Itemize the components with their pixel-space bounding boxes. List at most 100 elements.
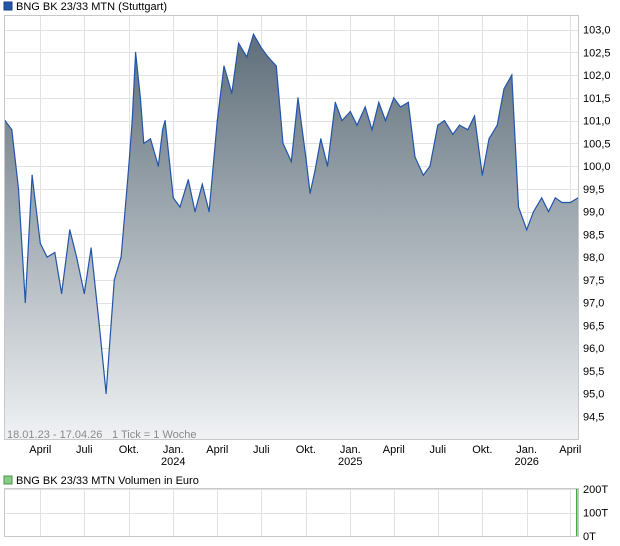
price-point bbox=[429, 165, 431, 167]
price-point bbox=[488, 138, 490, 140]
price-y-tick-label: 98,5 bbox=[583, 229, 604, 241]
price-x-tick-label: Jan. bbox=[516, 444, 537, 456]
price-x-tick-label: Juli bbox=[253, 444, 270, 456]
price-point bbox=[76, 256, 78, 258]
price-x-tick-label: Okt. bbox=[472, 444, 492, 456]
price-point bbox=[481, 174, 483, 176]
price-point bbox=[128, 165, 130, 167]
price-point bbox=[371, 129, 373, 131]
price-point bbox=[231, 92, 233, 94]
price-y-tick-label: 95,0 bbox=[583, 389, 604, 401]
price-point bbox=[437, 124, 439, 126]
price-y-tick-label: 100,5 bbox=[583, 138, 611, 150]
tick-info-label: 1 Tick = 1 Woche bbox=[112, 429, 196, 441]
price-point bbox=[252, 33, 255, 35]
price-point bbox=[326, 165, 329, 167]
price-point bbox=[157, 165, 159, 167]
price-x-tick-label: Juli bbox=[76, 444, 93, 456]
price-point bbox=[414, 156, 416, 158]
price-point bbox=[139, 97, 141, 99]
price-point bbox=[216, 120, 218, 122]
price-x-tick-year: 2024 bbox=[161, 456, 185, 468]
price-point bbox=[61, 292, 63, 295]
price-y-tick-label: 102,0 bbox=[583, 70, 611, 82]
price-point bbox=[120, 256, 122, 258]
price-y-tick-label: 100,0 bbox=[583, 161, 611, 173]
price-point bbox=[503, 88, 505, 90]
price-y-tick-label: 96,0 bbox=[583, 343, 604, 355]
price-x-tick-year: 2025 bbox=[338, 456, 362, 468]
price-point bbox=[149, 138, 152, 140]
price-point bbox=[162, 129, 164, 131]
price-point bbox=[201, 183, 203, 185]
price-point bbox=[458, 124, 461, 126]
period-label: 18.01.23 - 17.04.26 bbox=[7, 429, 102, 441]
price-x-tick-label: Jan. bbox=[163, 444, 184, 456]
volume-y-tick-label: 200T bbox=[583, 484, 608, 496]
price-legend-label: BNG BK 23/33 MTN (Stuttgart) bbox=[16, 1, 167, 13]
price-point bbox=[554, 197, 556, 199]
price-x-tick-label: Okt. bbox=[119, 444, 139, 456]
price-y-tick-label: 96,5 bbox=[583, 320, 604, 332]
price-point bbox=[113, 279, 115, 281]
price-y-tick-label: 97,5 bbox=[583, 275, 604, 287]
price-x-tick-label: Okt. bbox=[296, 444, 316, 456]
price-point bbox=[194, 211, 196, 213]
volume-legend-label: BNG BK 23/33 MTN Volumen in Euro bbox=[16, 475, 199, 487]
price-point bbox=[208, 211, 210, 213]
price-point bbox=[223, 65, 225, 67]
price-point bbox=[393, 97, 395, 99]
price-point bbox=[135, 51, 137, 54]
price-point bbox=[526, 229, 528, 231]
price-point bbox=[547, 211, 550, 213]
price-point bbox=[320, 138, 322, 140]
price-point bbox=[356, 124, 358, 126]
price-point bbox=[69, 229, 71, 231]
price-point bbox=[517, 206, 520, 208]
price-point bbox=[179, 206, 181, 208]
volume-chart: BNG BK 23/33 MTN Volumen in Euro 200T 100… bbox=[3, 475, 608, 543]
price-y-tick-label: 102,5 bbox=[583, 47, 611, 59]
price-y-tick-label: 99,5 bbox=[583, 184, 604, 196]
price-x-tick-label: April bbox=[383, 444, 405, 456]
price-point bbox=[407, 101, 409, 103]
volume-grid bbox=[5, 489, 578, 537]
price-point bbox=[305, 156, 307, 158]
price-point bbox=[297, 97, 299, 99]
price-point bbox=[467, 129, 469, 131]
price-y-tick-label: 98,0 bbox=[583, 252, 604, 264]
price-point bbox=[290, 160, 292, 163]
price-point bbox=[238, 42, 240, 44]
price-point bbox=[83, 292, 85, 295]
price-point bbox=[54, 251, 56, 254]
volume-bars bbox=[576, 489, 578, 536]
price-y-tick-label: 95,5 bbox=[583, 366, 604, 378]
price-y-tick-label: 101,0 bbox=[583, 116, 611, 128]
price-legend-swatch bbox=[3, 1, 13, 11]
volume-legend-swatch bbox=[3, 475, 13, 485]
price-point bbox=[443, 120, 446, 122]
volume-y-tick-label: 100T bbox=[583, 508, 608, 520]
price-point bbox=[378, 101, 380, 103]
price-x-tick-label: April bbox=[559, 444, 581, 456]
price-y-axis: 103,0 102,5 102,0 101,5 101,0 100,5 100,0 99,5 9… bbox=[583, 25, 611, 424]
price-point bbox=[275, 65, 277, 67]
price-point bbox=[364, 106, 366, 108]
price-point bbox=[164, 120, 166, 122]
price-point bbox=[561, 201, 563, 204]
price-point bbox=[17, 188, 20, 190]
price-point bbox=[246, 56, 248, 58]
price-point bbox=[11, 129, 13, 131]
price-point bbox=[511, 74, 513, 76]
price-point bbox=[569, 201, 571, 204]
price-point bbox=[341, 120, 343, 122]
price-y-tick-label: 97,0 bbox=[583, 298, 604, 310]
price-area bbox=[5, 34, 578, 439]
price-point bbox=[282, 142, 284, 144]
price-x-tick-year: 2026 bbox=[514, 456, 538, 468]
price-y-tick-label: 101,5 bbox=[583, 93, 611, 105]
price-y-tick-label: 94,5 bbox=[583, 411, 604, 423]
price-point bbox=[105, 392, 107, 395]
